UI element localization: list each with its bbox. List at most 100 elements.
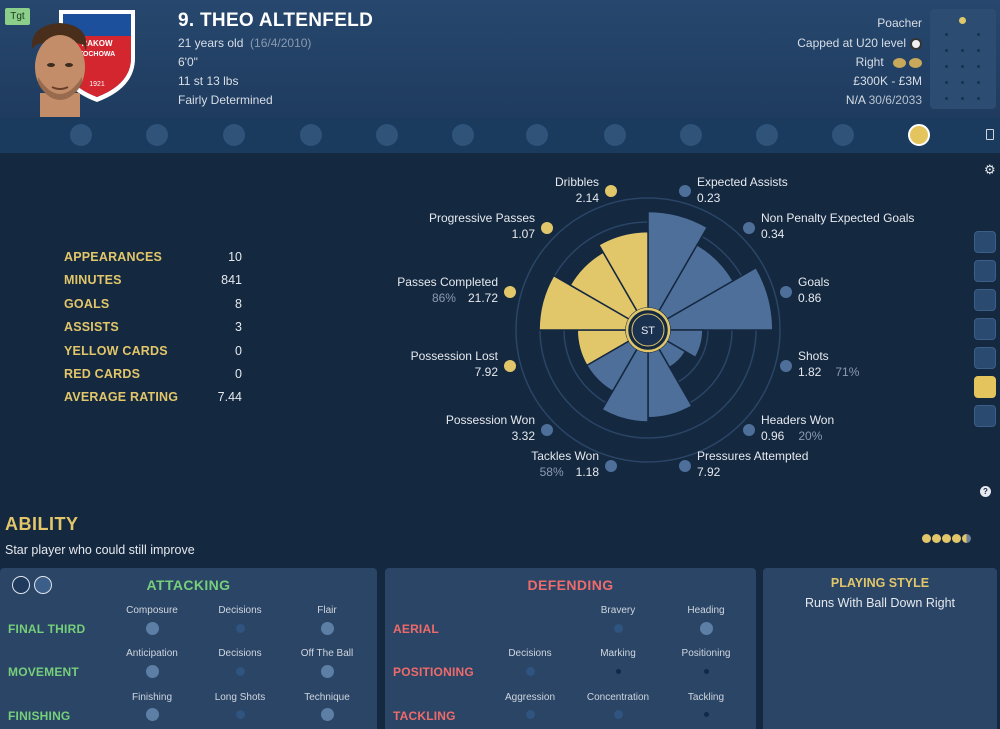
radar-label-value: 0.96 (761, 429, 785, 443)
tab-boot-icon[interactable] (680, 124, 702, 146)
stat-value: 8 (235, 296, 242, 311)
radar-label-value: 1.82 (798, 365, 822, 379)
kick-icon[interactable] (974, 376, 996, 398)
notes-icon[interactable] (986, 129, 994, 140)
attribute-level-dot[interactable] (613, 710, 623, 720)
position-map[interactable] (930, 9, 996, 109)
attribute-level-dot[interactable] (145, 621, 159, 635)
contract-label: N/A (845, 93, 866, 107)
performance-radar: ST Expected Assists 0.23 Non Penalty Expec… (380, 165, 940, 490)
attribute-level-dot[interactable] (703, 712, 709, 718)
radar-label-name: Shots (798, 349, 829, 363)
stat-label: YELLOW CARDS (64, 343, 168, 358)
target-tag[interactable]: Tgt (5, 8, 30, 25)
radar-label-value: 7.92 (474, 365, 498, 379)
tab-fox-icon[interactable] (908, 124, 930, 146)
stat-value: 841 (221, 273, 242, 288)
attribute-name: Technique (304, 691, 350, 703)
position-slot (961, 97, 964, 100)
radar-label-percentile: 71% (835, 365, 860, 379)
radar-label-dot (504, 360, 516, 372)
gear-icon[interactable]: ⚙ (984, 162, 996, 177)
radar-label: Possession Lost 7.92 (411, 349, 498, 379)
attribute-level-dot[interactable] (145, 708, 159, 722)
radar-label: Shots 1.82 71% (798, 349, 859, 379)
attribute-level-dot[interactable] (703, 668, 709, 674)
position-slot (961, 81, 964, 84)
sprint-icon[interactable] (974, 347, 996, 369)
tab-profile-card-icon[interactable] (146, 124, 168, 146)
attribute-level-dot[interactable] (320, 664, 334, 678)
tab-book-icon[interactable] (376, 124, 398, 146)
runner-icon[interactable] (974, 318, 996, 340)
stat-label: MINUTES (64, 273, 122, 288)
stat-label: GOALS (64, 296, 110, 311)
player-badge-icon[interactable] (34, 576, 52, 594)
attribute-name: Off The Ball (300, 648, 354, 660)
dob-text: (16/4/2010) (250, 36, 312, 50)
defending-title: DEFENDING (527, 577, 614, 593)
age-text: 21 years old (178, 36, 244, 50)
attribute-level-dot[interactable] (145, 664, 159, 678)
attribute-level-dot[interactable] (235, 710, 245, 720)
attribute-level-dot[interactable] (320, 708, 334, 722)
star-icon (942, 534, 951, 543)
tab-anchor-icon[interactable] (70, 124, 92, 146)
star-badge-icon[interactable] (12, 576, 30, 594)
radar-label: Pressures Attempted 7.92 (697, 449, 808, 479)
radar-label-name: Pressures Attempted (697, 449, 809, 463)
position-slot (945, 81, 948, 84)
tab-virus-icon[interactable] (604, 124, 626, 146)
attribute-level-dot[interactable] (320, 621, 334, 635)
tackle-icon[interactable] (974, 231, 996, 253)
star-icon (922, 534, 931, 543)
attribute-level-dot[interactable] (699, 621, 713, 635)
player-personality: Fairly Determined (178, 93, 273, 107)
radar-label-dot (605, 185, 617, 197)
contract-info: N/A 30/6/2033 (846, 93, 922, 107)
attribute-level-dot[interactable] (613, 623, 623, 633)
tab-hand-icon[interactable] (756, 124, 778, 146)
svg-text:1921: 1921 (89, 81, 105, 88)
star-icon (962, 534, 971, 543)
stat-label: ASSISTS (64, 320, 119, 335)
ability-stars (922, 530, 972, 548)
attribute-group-label: POSITIONING (393, 665, 474, 680)
radar-label-dot (679, 185, 691, 197)
tab-chart-icon[interactable] (300, 124, 322, 146)
attribute-level-dot[interactable] (615, 668, 621, 674)
position-slot (977, 81, 980, 84)
help-icon[interactable]: ? (980, 486, 991, 497)
radar-label-name: Progressive Passes (428, 211, 535, 225)
tab-coach-icon[interactable] (526, 124, 548, 146)
attribute-name: Decisions (218, 605, 262, 616)
right-foot-icon (909, 57, 922, 68)
player-name: 9. THEO ALTENFELD (178, 10, 374, 31)
player-avatar (31, 23, 87, 117)
player-height: 6'0" (178, 55, 198, 69)
position-slot (961, 65, 964, 68)
position-slot (945, 65, 948, 68)
attribute-level-dot[interactable] (235, 623, 245, 633)
stat-label: AVERAGE RATING (64, 390, 179, 405)
radar-label-value: 0.34 (761, 227, 785, 241)
radar-label-value-row: 0.34 (761, 227, 914, 241)
radar-label-value-row: 58% 1.18 (531, 465, 599, 479)
tab-target-icon[interactable] (832, 124, 854, 146)
stat-value: 0 (235, 343, 242, 358)
standing-player-icon[interactable] (974, 260, 996, 282)
person-circle-icon[interactable] (974, 405, 996, 427)
radar-label-value-row: 3.32 (446, 429, 535, 443)
radar-label-dot (743, 222, 755, 234)
radar-label-dot (541, 222, 553, 234)
attribute-name: Bravery (600, 605, 636, 616)
attribute-level-dot[interactable] (525, 710, 535, 720)
playing-style-panel: PLAYING STYLE Runs With Ball Down Right (763, 568, 997, 729)
foot-text: Right (855, 55, 884, 69)
slide-icon[interactable] (974, 289, 996, 311)
attribute-level-dot[interactable] (235, 666, 245, 676)
radar-label-value: 7.92 (697, 465, 721, 479)
tab-ball-icon[interactable] (452, 124, 474, 146)
tab-coins-icon[interactable] (223, 124, 245, 146)
attribute-level-dot[interactable] (525, 666, 535, 676)
